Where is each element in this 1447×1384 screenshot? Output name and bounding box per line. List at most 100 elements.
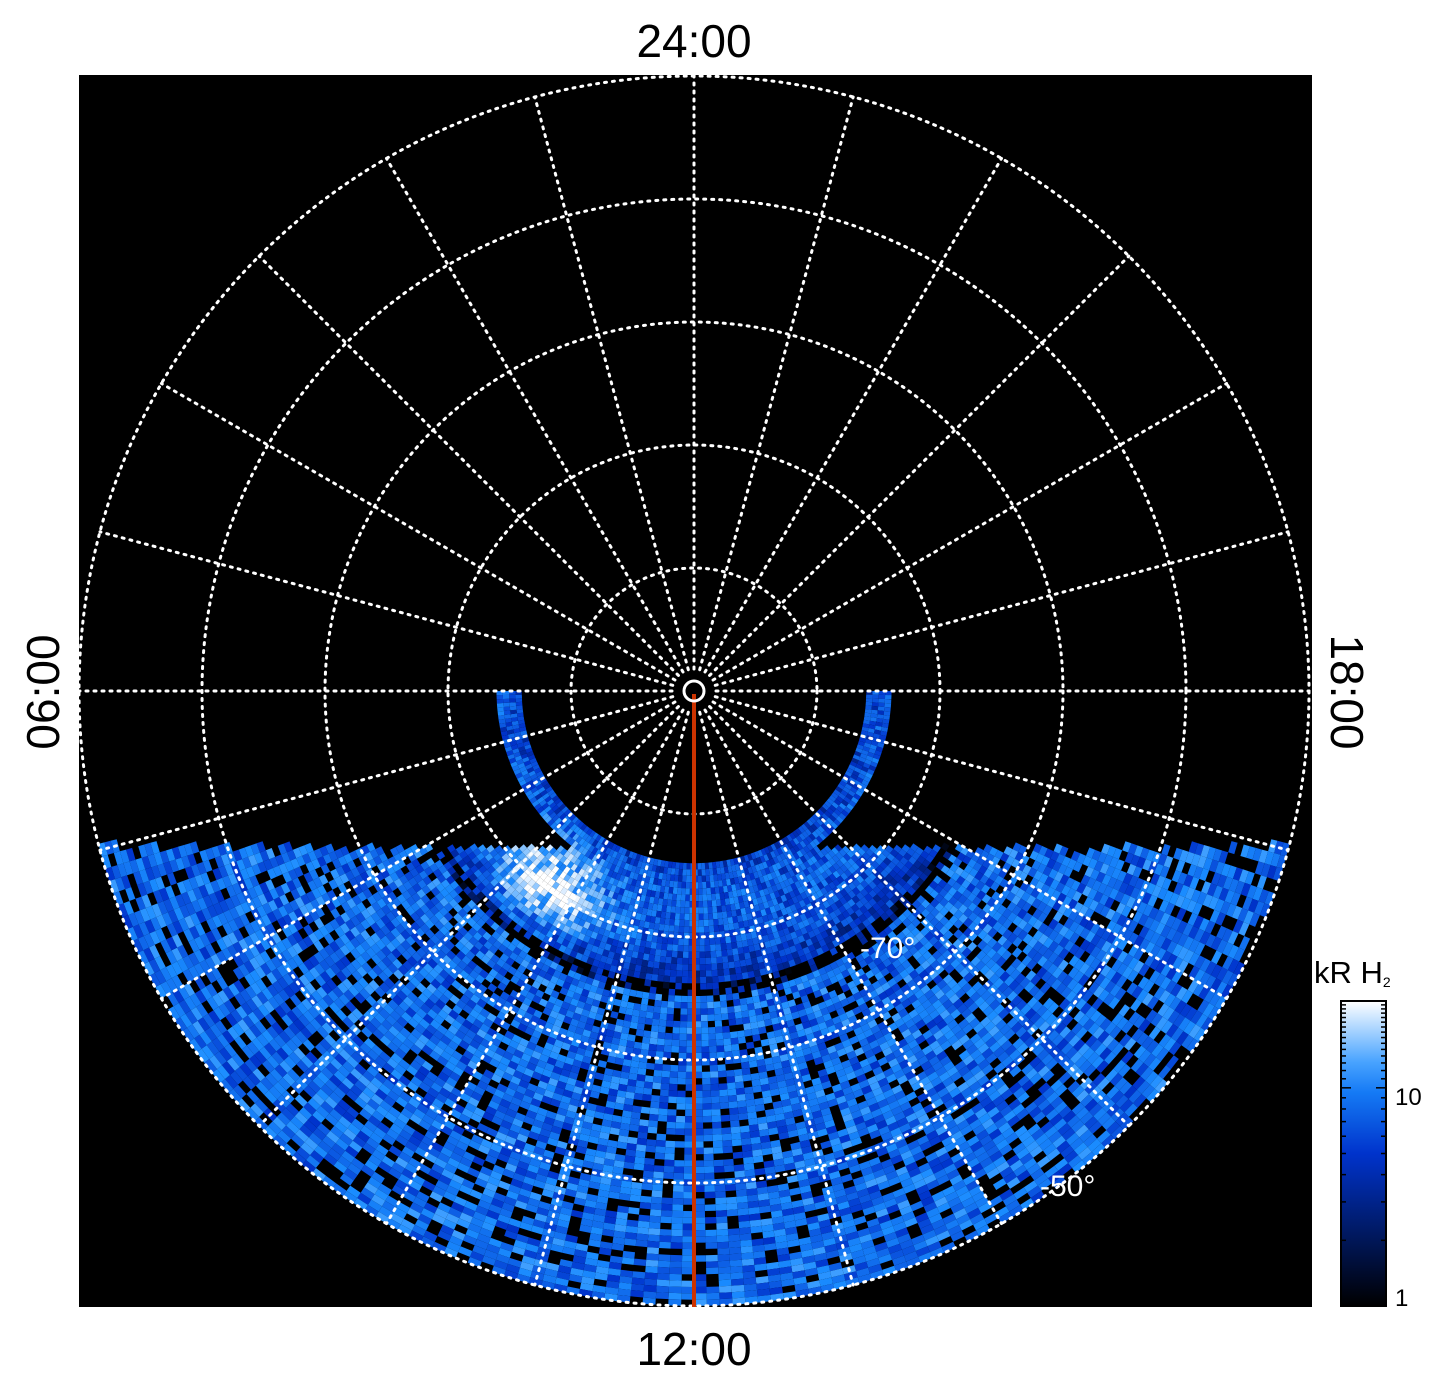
emission-cell bbox=[943, 892, 953, 902]
emission-cell bbox=[1037, 1049, 1050, 1061]
emission-cell bbox=[646, 1253, 659, 1261]
emission-cell bbox=[835, 786, 843, 793]
emission-cell bbox=[843, 806, 852, 814]
emission-cell bbox=[628, 1207, 640, 1215]
emission-cell bbox=[672, 944, 678, 952]
emission-cell bbox=[680, 1014, 688, 1022]
emission-cell bbox=[676, 1103, 686, 1110]
emission-cell bbox=[702, 881, 707, 889]
emission-cell bbox=[707, 906, 713, 914]
emission-cell bbox=[650, 1095, 660, 1103]
emission-cell bbox=[670, 969, 677, 977]
emission-cell bbox=[942, 851, 952, 860]
emission-cell bbox=[874, 750, 882, 756]
emission-cell bbox=[636, 1074, 646, 1082]
emission-cell bbox=[1165, 966, 1178, 981]
emission-cell bbox=[1183, 1020, 1196, 1035]
emission-cell bbox=[632, 1009, 640, 1017]
emission-cell bbox=[658, 1108, 668, 1116]
emission-cell bbox=[1024, 1008, 1037, 1020]
emission-cell bbox=[1121, 905, 1132, 918]
emission-cell bbox=[678, 926, 685, 933]
emission-cell bbox=[682, 862, 687, 870]
emission-cell bbox=[1085, 930, 1096, 943]
emission-cell bbox=[1040, 883, 1050, 895]
emission-cell bbox=[740, 1239, 753, 1248]
emission-cell bbox=[1021, 901, 1032, 913]
emission-cell bbox=[980, 884, 991, 894]
emission-cell bbox=[1138, 963, 1150, 977]
emission-cell bbox=[953, 929, 963, 939]
emission-cell bbox=[862, 852, 871, 861]
emission-cell bbox=[864, 739, 872, 745]
emission-cell bbox=[1046, 974, 1057, 987]
emission-cell bbox=[1037, 1065, 1050, 1078]
emission-cell bbox=[1171, 970, 1183, 984]
emission-cell bbox=[874, 857, 884, 866]
emission-cell bbox=[1163, 890, 1174, 903]
emission-cell bbox=[843, 861, 852, 870]
emission-cell bbox=[918, 945, 928, 956]
emission-cell bbox=[729, 1031, 738, 1039]
emission-cell bbox=[630, 1015, 639, 1023]
emission-cell bbox=[875, 721, 883, 727]
emission-cell bbox=[747, 1194, 759, 1202]
emission-cell bbox=[1185, 851, 1195, 865]
emission-cell bbox=[938, 879, 948, 889]
emission-cell bbox=[704, 1185, 715, 1192]
emission-cell bbox=[1132, 866, 1143, 878]
emission-cell bbox=[857, 740, 865, 747]
emission-cell bbox=[648, 992, 656, 1000]
emission-cell bbox=[748, 1117, 758, 1126]
emission-cell bbox=[985, 878, 995, 888]
emission-cell bbox=[627, 1136, 638, 1145]
emission-cell bbox=[684, 919, 690, 927]
emission-cell bbox=[722, 1032, 731, 1040]
emission-cell bbox=[669, 1077, 678, 1085]
emission-cell bbox=[924, 885, 934, 895]
emission-cell bbox=[712, 906, 718, 913]
emission-cell bbox=[1011, 858, 1021, 869]
emission-cell bbox=[1223, 876, 1233, 890]
emission-cell bbox=[670, 1242, 683, 1249]
emission-cell bbox=[1080, 1002, 1092, 1015]
emission-cell bbox=[635, 1080, 645, 1088]
emission-cell bbox=[980, 954, 992, 965]
emission-cell bbox=[871, 740, 879, 747]
emission-cell bbox=[661, 905, 667, 912]
emission-cell bbox=[727, 955, 734, 963]
emission-cell bbox=[1082, 1047, 1095, 1060]
emission-cell bbox=[1097, 1130, 1111, 1144]
emission-cell bbox=[1002, 918, 1013, 929]
emission-cell bbox=[730, 1266, 743, 1274]
emission-cell bbox=[904, 860, 914, 870]
emission-cell bbox=[1220, 901, 1231, 915]
emission-cell bbox=[974, 996, 986, 1007]
emission-cell bbox=[1210, 978, 1222, 993]
emission-cell bbox=[735, 1183, 747, 1191]
emission-cell bbox=[1034, 1016, 1046, 1029]
local-time-label-midnight: 24:00 bbox=[636, 15, 752, 67]
emission-cell bbox=[999, 971, 1010, 983]
emission-cell bbox=[1212, 885, 1223, 899]
emission-cell bbox=[743, 1023, 752, 1031]
emission-cell bbox=[898, 848, 907, 857]
emission-cell bbox=[726, 1203, 738, 1211]
emission-cell bbox=[914, 941, 924, 951]
emission-cell bbox=[940, 842, 950, 852]
emission-cell bbox=[995, 992, 1007, 1004]
emission-cell bbox=[1025, 970, 1037, 982]
emission-cell bbox=[717, 1254, 730, 1262]
emission-cell bbox=[1188, 952, 1200, 966]
emission-cell bbox=[1038, 933, 1049, 945]
emission-cell bbox=[653, 1006, 661, 1014]
emission-cell bbox=[728, 1240, 741, 1248]
emission-cell bbox=[862, 762, 871, 769]
emission-cell bbox=[1249, 912, 1260, 927]
emission-cell bbox=[1040, 1037, 1052, 1049]
emission-cell bbox=[1124, 852, 1135, 864]
emission-cell bbox=[1121, 966, 1134, 979]
emission-cell bbox=[666, 1115, 677, 1123]
emission-cell bbox=[1073, 970, 1085, 983]
emission-cell bbox=[818, 833, 827, 841]
